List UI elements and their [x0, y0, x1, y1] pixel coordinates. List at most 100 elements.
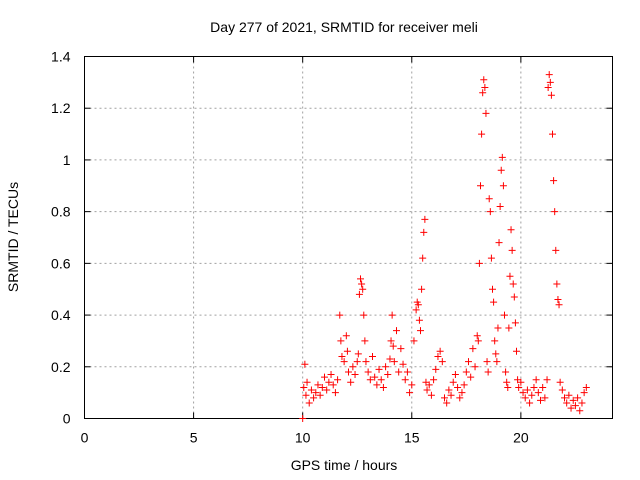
data-point: [454, 383, 462, 391]
data-point: [491, 337, 499, 345]
data-point: [443, 399, 451, 407]
data-point: [377, 376, 385, 384]
data-point: [486, 208, 494, 216]
data-point: [351, 371, 359, 379]
data-point: [477, 182, 484, 190]
data-point: [327, 371, 335, 379]
data-point: [490, 298, 498, 306]
data-point: [359, 285, 367, 293]
data-point: [418, 285, 426, 293]
data-point: [513, 347, 520, 355]
data-point: [303, 378, 311, 386]
data-point: [543, 376, 551, 384]
data-point: [449, 378, 457, 386]
data-point: [345, 368, 352, 376]
y-tick-label: 0.4: [51, 307, 71, 323]
data-point: [318, 383, 326, 391]
data-point: [511, 319, 519, 327]
data-point: [552, 246, 560, 254]
data-point: [342, 332, 350, 340]
data-point: [343, 347, 351, 355]
data-point: [506, 272, 514, 280]
data-point: [458, 389, 466, 397]
data-point: [369, 352, 376, 360]
x-axis-label: GPS time / hours: [291, 457, 398, 473]
data-point: [473, 332, 481, 340]
data-point: [393, 327, 400, 335]
data-point: [302, 391, 310, 399]
data-point: [406, 389, 414, 397]
data-point: [371, 373, 379, 381]
y-tick-label: 0.2: [51, 359, 71, 375]
data-point: [438, 358, 446, 366]
data-point: [314, 381, 322, 389]
data-point: [539, 383, 547, 391]
data-point: [471, 363, 479, 371]
data-point: [301, 360, 309, 368]
data-point: [508, 246, 516, 254]
data-point: [353, 358, 361, 366]
data-point: [537, 396, 544, 404]
data-point: [485, 195, 493, 203]
data-point: [300, 383, 308, 391]
data-point: [467, 373, 475, 381]
data-point: [517, 378, 525, 386]
data-point: [451, 371, 459, 379]
data-point: [388, 311, 396, 319]
data-point: [390, 358, 398, 366]
chart-title: Day 277 of 2021, SRMTID for receiver mel…: [210, 19, 478, 35]
data-point: [456, 394, 464, 402]
data-point: [558, 386, 566, 394]
data-point: [401, 376, 409, 384]
data-point: [574, 394, 582, 402]
data-point: [337, 337, 345, 345]
data-point: [478, 130, 486, 138]
axis-ticks: [84, 56, 613, 419]
data-point: [546, 78, 554, 86]
data-point: [386, 355, 394, 363]
x-tick-label: 10: [295, 430, 311, 446]
data-point: [415, 316, 423, 324]
data-point: [414, 301, 422, 309]
data-point: [325, 378, 333, 386]
data-point: [421, 215, 429, 223]
data-point: [408, 381, 416, 389]
x-tick-label: 15: [404, 430, 420, 446]
data-point: [578, 399, 586, 407]
data-point: [580, 389, 588, 397]
data-points: [299, 71, 590, 422]
data-point: [358, 280, 366, 288]
data-point: [563, 399, 571, 407]
data-point: [412, 306, 420, 314]
data-point: [567, 404, 575, 412]
data-point: [484, 368, 492, 376]
data-point: [545, 71, 553, 79]
data-point: [502, 368, 510, 376]
data-point: [519, 389, 527, 397]
data-point: [561, 394, 568, 402]
x-tick-label: 0: [81, 430, 89, 446]
y-tick-label: 0.6: [51, 255, 71, 271]
data-point: [395, 368, 403, 376]
data-point: [447, 391, 455, 399]
data-point: [338, 352, 346, 360]
data-point: [489, 285, 496, 293]
data-point: [487, 254, 495, 262]
data-point: [474, 337, 482, 345]
data-point: [554, 296, 562, 304]
data-point: [465, 358, 472, 366]
data-point: [312, 389, 320, 397]
data-point: [469, 345, 477, 353]
y-tick-label: 0: [63, 411, 71, 427]
data-point: [430, 376, 438, 384]
data-point: [427, 391, 435, 399]
data-point: [364, 368, 372, 376]
data-point: [399, 360, 407, 368]
data-point: [494, 324, 502, 332]
data-point: [434, 352, 442, 360]
data-point: [384, 371, 392, 379]
data-point: [410, 337, 418, 345]
data-point: [550, 177, 558, 185]
data-point: [340, 358, 348, 366]
data-point: [360, 311, 368, 319]
